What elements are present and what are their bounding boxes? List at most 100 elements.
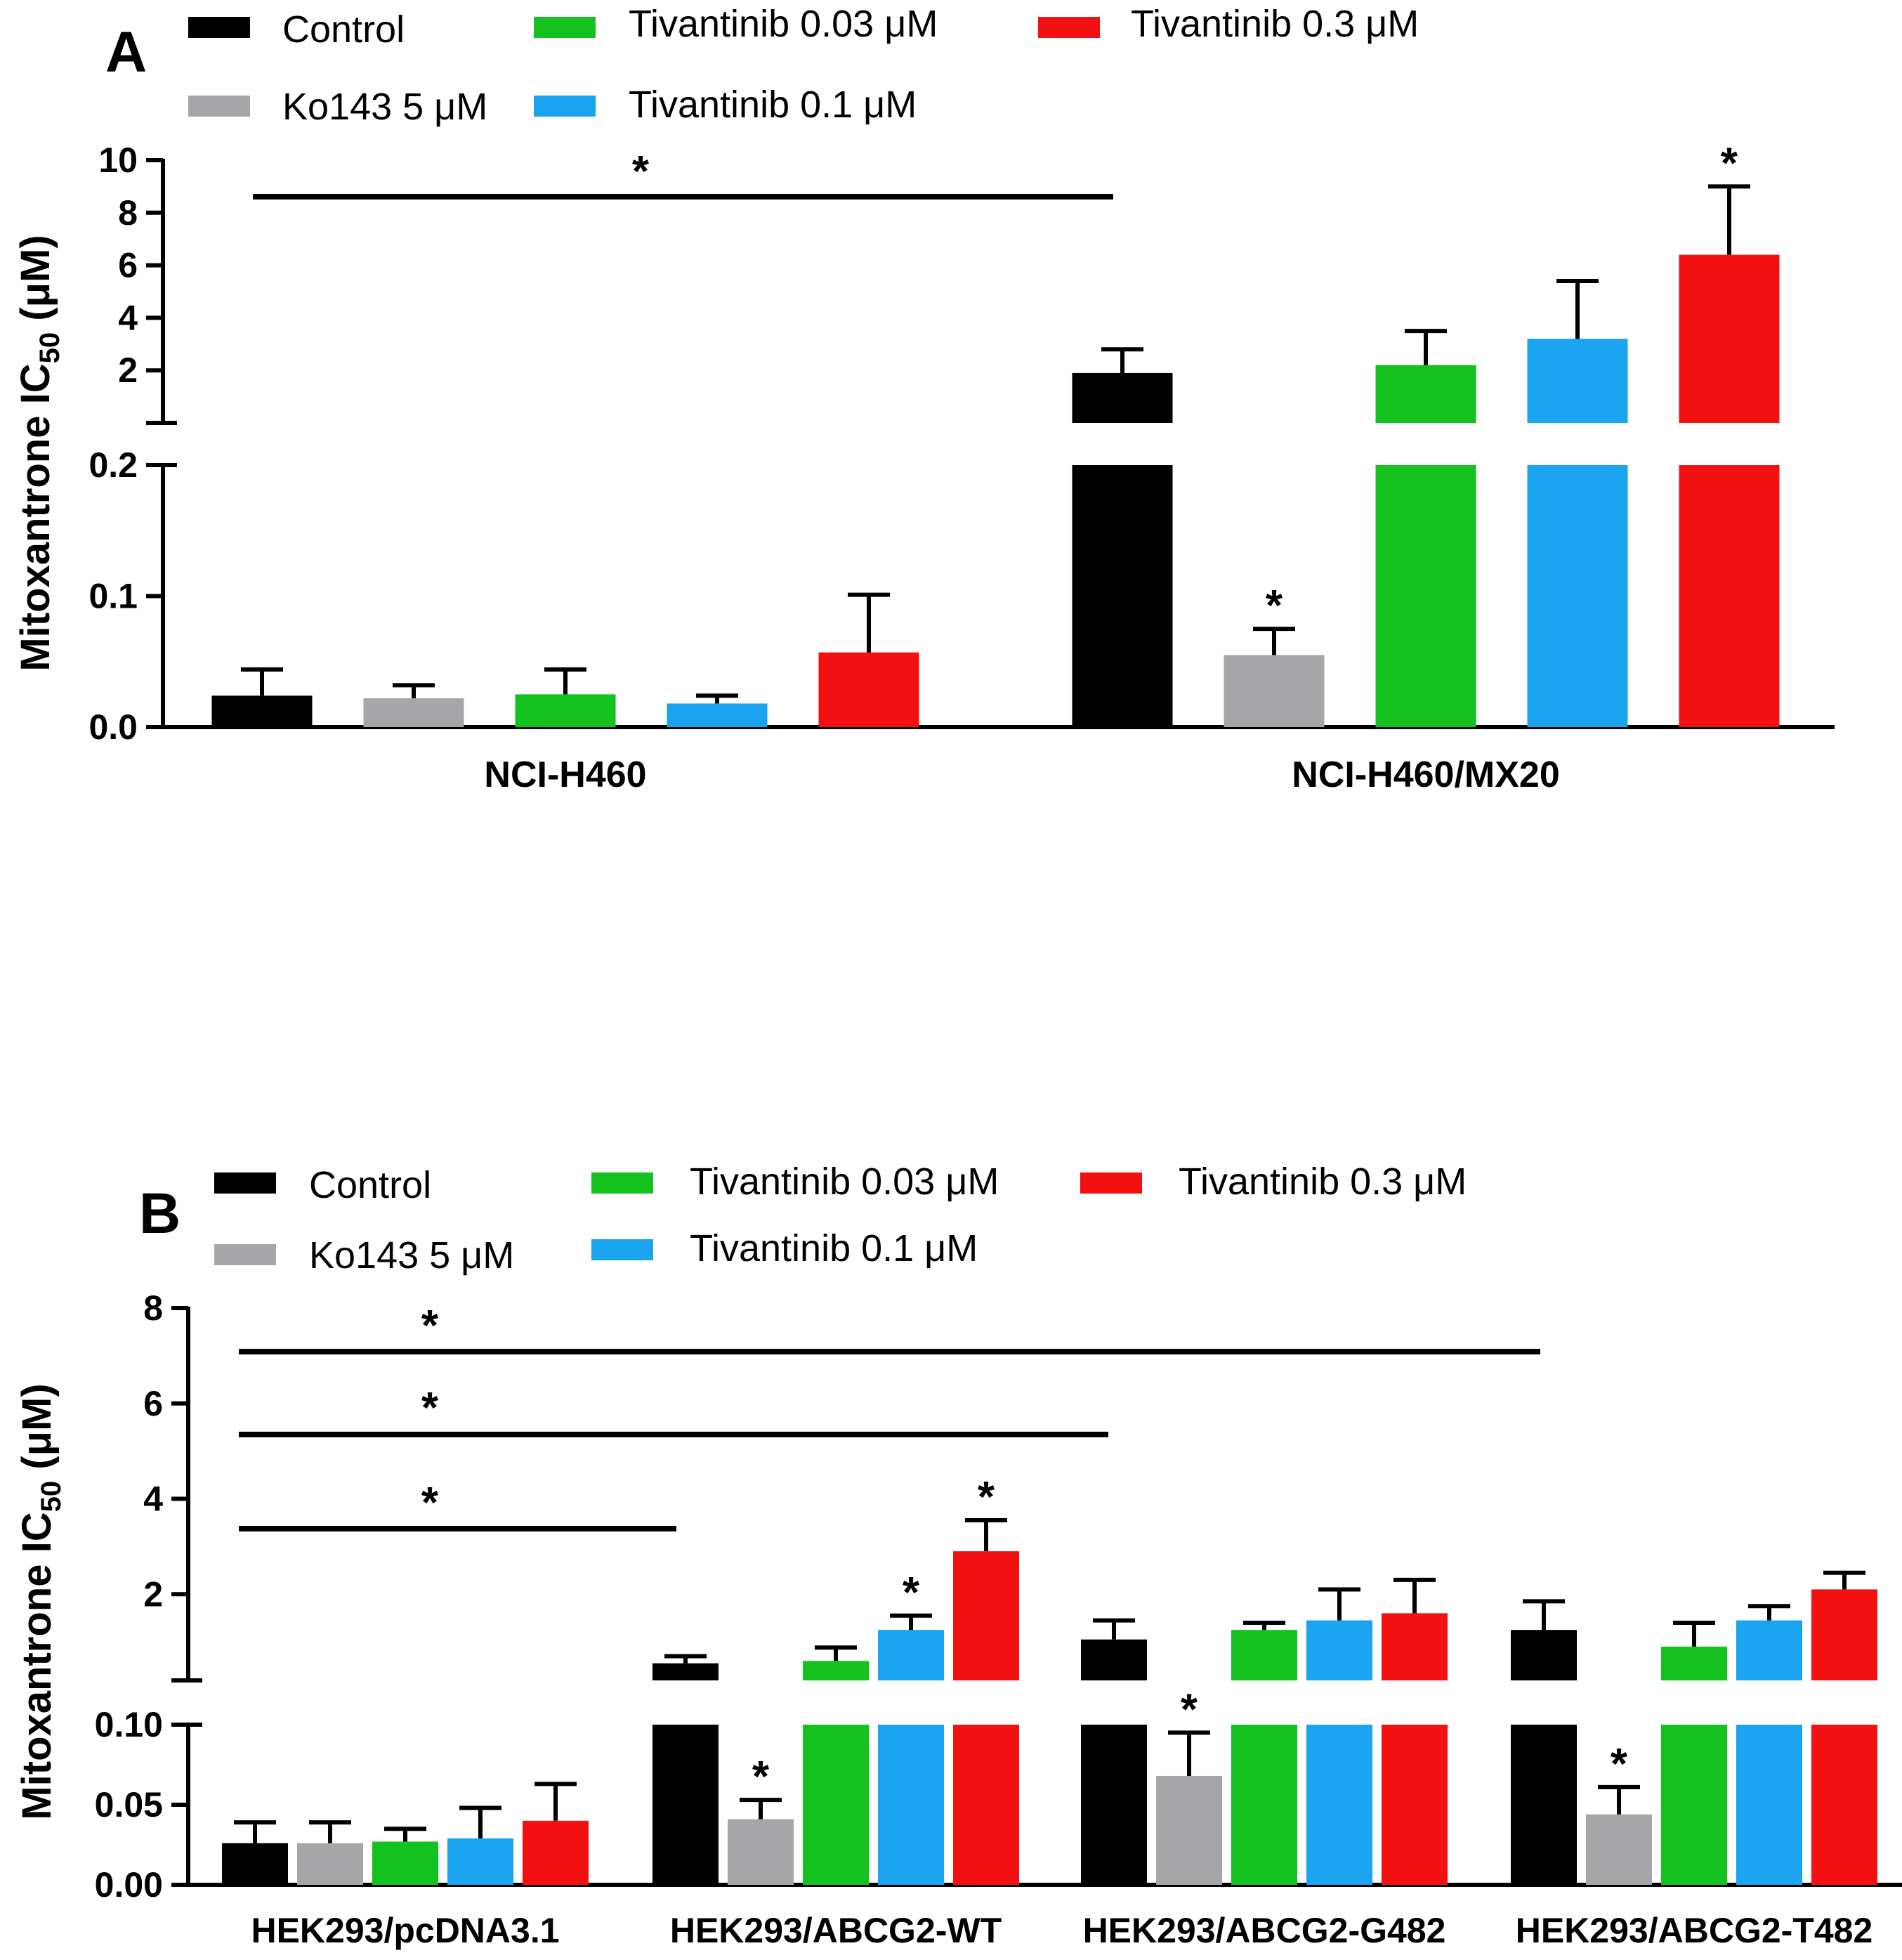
y-tick-label: 0.05	[95, 1785, 163, 1824]
y-tick-label: 2	[118, 351, 138, 390]
panel-label: A	[105, 20, 147, 84]
bar-tiv03-1-lower	[1679, 465, 1780, 727]
bar-control-3-upper	[1511, 1630, 1577, 1680]
bar-tiv003-0	[515, 694, 616, 727]
bar-tiv03-0	[523, 1820, 589, 1885]
legend-swatch-control	[188, 17, 250, 38]
y-tick-label: 4	[118, 298, 138, 337]
comparison-star: *	[632, 148, 650, 196]
bar-ko143-0	[297, 1843, 363, 1885]
panel-B: B Control Ko143 5 μM Tivantinib 0.03 μM Tiva…	[14, 1161, 1902, 1950]
bar-tiv03-1-upper	[1679, 254, 1780, 423]
y-tick-label: 0.0	[88, 707, 138, 747]
legend-swatch-tiv003	[591, 1172, 653, 1194]
category-label: NCI-H460	[484, 754, 646, 795]
legend-swatch-tiv01	[591, 1239, 653, 1260]
bar-tiv03-0	[818, 652, 919, 727]
legend-swatch-tiv03	[1080, 1172, 1142, 1194]
bar-tiv03-3-lower	[1811, 1725, 1877, 1885]
legend-swatch-ko143	[188, 96, 250, 117]
bar-tiv01-0	[667, 703, 768, 727]
y-axis-label: Mitoxantrone IC50 (μM)	[14, 1383, 67, 1819]
legend-label-tiv003: Tivantinib 0.03 μM	[690, 1161, 999, 1203]
bar-tiv01-1-upper	[1527, 339, 1628, 423]
y-tick-label: 2	[143, 1574, 163, 1614]
bar-ko143-2	[1156, 1775, 1222, 1885]
comparison-star: *	[421, 1479, 439, 1527]
bar-tiv01-0	[447, 1838, 513, 1885]
legend-label-tiv03: Tivantinib 0.3 μM	[1131, 3, 1419, 45]
y-axis-label-unit: (μM)	[14, 1383, 60, 1481]
bar-tiv01-1-lower	[878, 1725, 944, 1885]
significance-star: *	[1181, 1685, 1198, 1734]
y-tick-label: 10	[98, 141, 138, 180]
y-axis-label: Mitoxantrone IC50 (μM)	[13, 235, 65, 671]
legend-label-tiv003: Tivantinib 0.03 μM	[629, 3, 938, 45]
bar-tiv03-2-upper	[1382, 1613, 1448, 1680]
bar-ko143-1	[1224, 655, 1325, 727]
panel-label: B	[139, 1182, 181, 1246]
significance-star: *	[1721, 139, 1738, 188]
category-label: HEK293/ABCG2-T482	[1516, 1911, 1873, 1950]
bar-tiv03-3-upper	[1811, 1589, 1877, 1680]
y-tick-label: 0.10	[95, 1705, 163, 1744]
y-tick-label: 6	[143, 1384, 163, 1423]
y-tick-label: 6	[118, 246, 138, 285]
legend-label-tiv01: Tivantinib 0.1 μM	[629, 84, 917, 126]
significance-star: *	[1611, 1740, 1628, 1789]
y-axis-label-unit: (μM)	[13, 235, 58, 332]
bar-tiv03-2-lower	[1382, 1725, 1448, 1885]
legend-label-control: Control	[282, 8, 405, 51]
legend-swatch-ko143	[214, 1244, 276, 1265]
bar-control-2-lower	[1081, 1725, 1147, 1885]
comparison-star: *	[421, 1384, 439, 1432]
bar-tiv01-1-upper	[878, 1630, 944, 1680]
bar-ko143-3	[1586, 1814, 1652, 1885]
bar-control-1-upper	[652, 1663, 719, 1680]
legend-label-tiv03: Tivantinib 0.3 μM	[1179, 1161, 1467, 1203]
category-label: HEK293/ABCG2-G482	[1083, 1911, 1446, 1950]
legend-swatch-tiv003	[534, 17, 596, 38]
y-tick-label: 8	[118, 193, 138, 233]
legend-swatch-tiv03	[1038, 17, 1100, 38]
bar-control-1-lower	[652, 1725, 719, 1885]
significance-star: *	[978, 1473, 995, 1522]
y-tick-label: 0.00	[95, 1865, 163, 1905]
y-axis-label-main: Mitoxantrone IC	[13, 363, 58, 671]
bar-control-1-lower	[1072, 465, 1173, 727]
legend-label-ko143: Ko143 5 μM	[309, 1234, 514, 1276]
bar-tiv003-1-upper	[1375, 365, 1476, 423]
bar-tiv003-3-lower	[1661, 1725, 1727, 1885]
bar-ko143-0	[363, 698, 464, 727]
y-axis-label-main: Mitoxantrone IC	[14, 1512, 60, 1819]
y-tick-label: 4	[143, 1479, 163, 1519]
y-tick-label: 0.2	[88, 445, 138, 485]
bar-tiv003-2-lower	[1231, 1725, 1297, 1885]
significance-star: *	[752, 1753, 770, 1801]
comparison-star: *	[421, 1302, 439, 1350]
legend-swatch-control	[214, 1172, 276, 1194]
bar-tiv003-1-lower	[1375, 465, 1476, 727]
significance-star: *	[903, 1569, 920, 1617]
bar-ko143-1	[728, 1819, 794, 1885]
bar-tiv01-1-lower	[1527, 465, 1628, 727]
y-tick-label: 8	[143, 1288, 163, 1328]
bar-tiv003-1-lower	[803, 1725, 869, 1885]
bar-control-0	[211, 695, 313, 727]
bar-tiv01-2-lower	[1306, 1725, 1372, 1885]
significance-star: *	[1266, 582, 1283, 630]
bar-control-3-lower	[1511, 1725, 1577, 1885]
y-tick-label: 0.1	[88, 577, 138, 616]
legend-swatch-tiv01	[534, 96, 596, 117]
bar-control-1-upper	[1072, 372, 1173, 423]
legend-label-ko143: Ko143 5 μM	[282, 86, 487, 128]
bar-tiv003-2-upper	[1231, 1630, 1297, 1680]
category-label: HEK293/pcDNA3.1	[251, 1911, 559, 1950]
y-axis-label-sub: 50	[34, 332, 65, 364]
legend-label-tiv01: Tivantinib 0.1 μM	[690, 1227, 978, 1269]
bar-tiv03-1-upper	[953, 1551, 1019, 1680]
bar-tiv003-3-upper	[1661, 1646, 1727, 1680]
bar-tiv03-1-lower	[953, 1725, 1019, 1885]
bar-tiv01-3-upper	[1736, 1620, 1802, 1680]
